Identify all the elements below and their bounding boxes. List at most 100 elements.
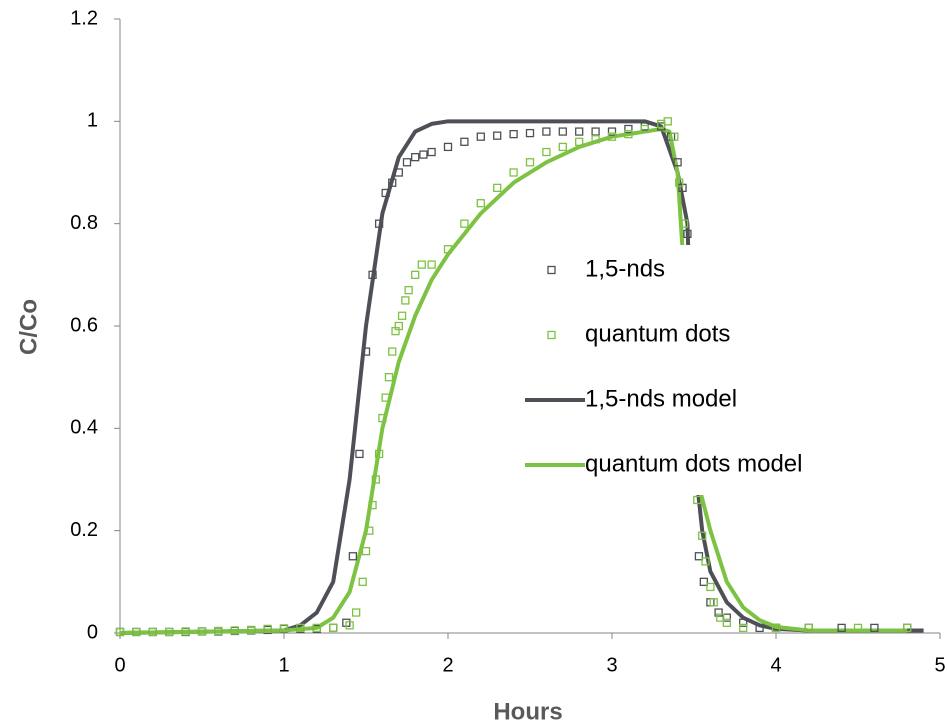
y-tick-label: 1.2 [70,7,98,29]
data-point [263,624,272,634]
y-tick-label: 1 [87,110,98,132]
data-point [680,219,689,228]
data-point [701,557,710,566]
x-tick-label: 0 [114,654,125,676]
data-point [870,623,879,633]
data-point [374,219,384,228]
data-point [374,449,384,459]
data-point [401,296,410,305]
data-point [493,183,502,193]
data-point [394,321,403,331]
data-point [247,625,256,635]
data-point [417,260,426,269]
x-tick-label: 4 [770,654,781,676]
data-point [460,219,469,228]
legend-label: 1,5-nds model [585,385,737,412]
data-point [312,623,321,633]
data-point [197,627,207,636]
data-point [115,627,125,637]
data-point [329,623,338,633]
data-point [755,623,764,633]
data-point [739,618,748,627]
x-axis-title: Hours [493,698,562,725]
data-point [279,624,289,633]
y-axis-title: C/Co [15,299,42,355]
data-point [148,627,157,637]
data-point [575,127,584,136]
data-point [352,608,361,617]
data-point [607,132,617,141]
data-point [381,188,390,198]
data-point [427,147,436,157]
data-point [683,229,692,239]
data-point [709,598,718,607]
data-point [181,627,190,636]
data-point [694,552,704,561]
data-point [411,152,420,162]
data-point [361,546,371,556]
data-point [404,286,413,295]
data-point [673,158,682,167]
data-point [804,623,813,633]
data-point [722,618,731,627]
data-point [542,147,551,157]
x-tick-label: 3 [606,654,617,676]
data-point [509,129,518,139]
data-point [165,627,174,637]
y-tick-label: 0.6 [70,314,98,336]
legend-marker [547,265,556,275]
data-point [591,127,600,136]
data-point [419,150,428,159]
data-point [640,124,649,134]
data-point [394,168,403,177]
data-point [509,168,518,177]
data-point [296,623,305,633]
x-tick-label: 2 [442,654,453,676]
legend-marker [547,330,556,340]
data-point [476,132,485,141]
data-point [624,129,633,139]
data-point [365,526,374,535]
data-point [388,178,397,187]
data-point [591,135,600,144]
data-point [132,627,141,637]
data-point [329,623,338,633]
data-point [663,117,672,126]
data-point [358,577,367,586]
data-point [525,158,535,167]
data-point [837,623,846,633]
data-point [371,475,380,484]
data-point [693,495,702,505]
data-point [443,142,453,152]
data-point [716,613,725,622]
data-point [525,128,535,138]
data-point [402,158,412,167]
data-point [355,449,364,459]
data-point [460,137,469,146]
data-point [675,178,684,187]
data-point [230,626,239,635]
data-point [699,577,708,586]
data-point [397,311,407,320]
y-tick-label: 0.8 [70,212,98,234]
model-line [119,119,924,635]
data-point [493,131,502,140]
legend-background [515,245,895,495]
data-point [558,142,567,152]
data-point [575,137,584,146]
data-point [368,500,377,510]
data-point [411,270,420,279]
data-point [771,623,781,633]
data-point [378,413,387,423]
data-point [542,127,551,136]
y-tick-label: 0.4 [70,417,98,439]
data-point [706,582,715,592]
data-point [853,623,863,633]
y-tick-label: 0 [87,621,98,643]
data-point [739,623,748,633]
model-line [119,127,908,635]
data-point [348,552,358,561]
data-point [384,373,394,382]
data-point [670,132,679,141]
